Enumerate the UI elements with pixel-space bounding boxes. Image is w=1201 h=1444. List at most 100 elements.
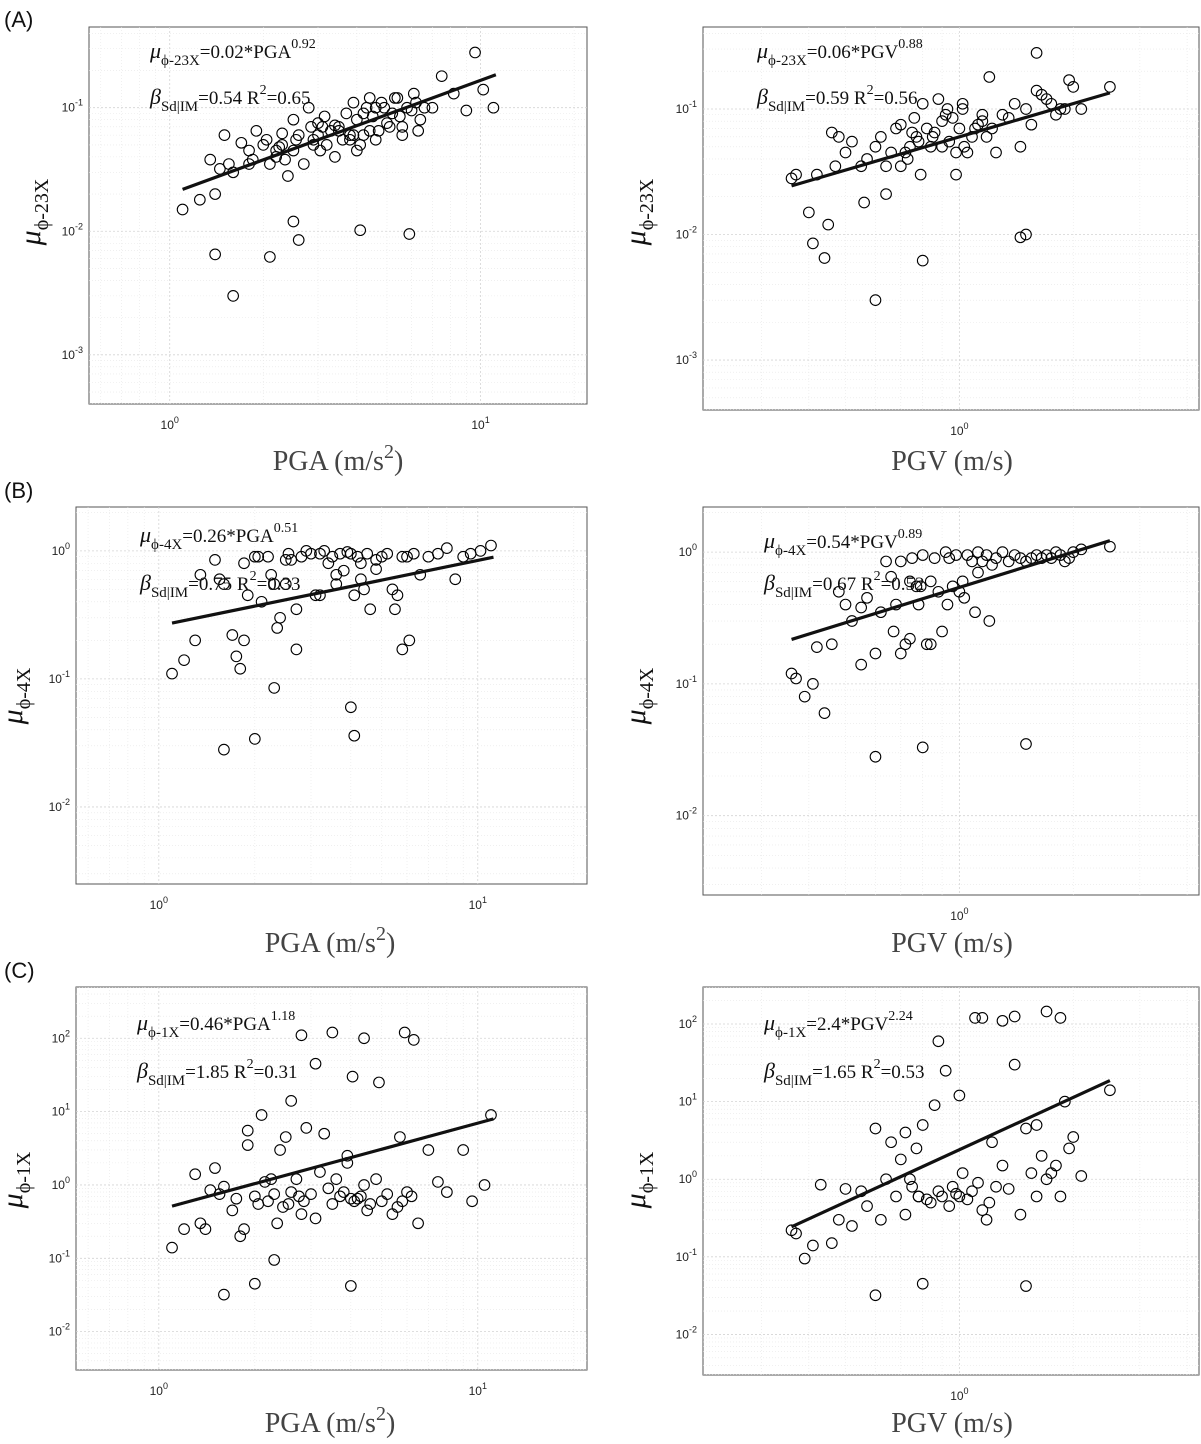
data-point: [1035, 1150, 1048, 1162]
data-point: [839, 598, 852, 611]
data-point: [268, 1254, 281, 1266]
data-point: [355, 557, 367, 570]
data-point: [370, 1173, 382, 1186]
data-point: [381, 1188, 394, 1200]
data-point: [441, 542, 453, 554]
data-point: [363, 124, 376, 137]
data-point: [932, 93, 945, 105]
data-point: [396, 1195, 409, 1208]
data-point: [1014, 1208, 1027, 1221]
plot-area: [75, 506, 588, 885]
data-point: [318, 110, 331, 123]
data-point: [950, 168, 962, 181]
data-point: [255, 1109, 268, 1121]
data-point: [176, 203, 189, 216]
data-point: [346, 1070, 359, 1083]
data-point: [226, 1204, 239, 1217]
fit-line: [182, 73, 497, 191]
data-point: [305, 1188, 317, 1200]
data-point: [890, 1190, 902, 1203]
data-point: [407, 87, 420, 100]
data-point: [1020, 103, 1032, 115]
data-point: [966, 1185, 978, 1198]
data-point: [194, 568, 207, 581]
data-point: [1030, 1190, 1043, 1203]
data-point: [330, 568, 343, 581]
data-point: [798, 690, 811, 703]
data-point: [398, 1026, 411, 1039]
data-point: [305, 121, 317, 133]
data-point: [378, 101, 391, 114]
data-point: [199, 1223, 212, 1235]
data-point: [218, 743, 230, 756]
data-point: [396, 550, 409, 563]
data-point: [340, 107, 353, 120]
data-point: [990, 1180, 1002, 1193]
data-point: [412, 1217, 424, 1230]
data-point: [1008, 1058, 1021, 1071]
data-point: [1067, 81, 1080, 93]
data-point: [412, 124, 425, 137]
fit-equation: μϕ-4X=0.54*PGV0.89: [763, 527, 922, 559]
data-point: [972, 546, 984, 558]
data-point: [1040, 1005, 1053, 1018]
data-point: [466, 1195, 478, 1208]
data-point: [209, 1162, 221, 1174]
data-point: [337, 1186, 350, 1198]
data-point: [1054, 1012, 1067, 1024]
data-point: [435, 70, 448, 83]
data-point: [969, 606, 981, 619]
data-point: [373, 1076, 385, 1089]
data-point: [956, 97, 969, 110]
data-point: [906, 1180, 918, 1193]
data-point: [248, 733, 261, 745]
plot-inner: [703, 507, 1199, 895]
data-point: [825, 126, 838, 139]
data-point: [869, 1122, 882, 1135]
data-point: [396, 643, 409, 656]
data-point: [790, 672, 802, 685]
data-point: [485, 539, 497, 552]
data-point: [939, 546, 952, 558]
data-point: [958, 140, 971, 153]
data-point: [1058, 1095, 1071, 1108]
fit-statistics: βSd|IM=0.67 R2=0.52: [763, 569, 925, 601]
data-point: [996, 546, 1009, 558]
data-point: [383, 121, 396, 133]
data-point: [953, 1190, 966, 1203]
data-point: [924, 1196, 937, 1209]
data-point: [855, 658, 868, 671]
data-point: [980, 1213, 993, 1226]
plot-inner: [703, 987, 1199, 1375]
data-point: [268, 1188, 281, 1200]
data-point: [318, 544, 331, 557]
data-point: [351, 144, 363, 157]
data-point: [1008, 97, 1021, 110]
data-point: [330, 1173, 343, 1186]
y-tick-label: 100: [52, 541, 70, 558]
data-point: [209, 554, 221, 566]
data-point: [1020, 228, 1032, 241]
data-point: [986, 559, 998, 571]
data-point: [348, 589, 361, 602]
data-point: [885, 570, 897, 583]
data-point: [381, 117, 393, 129]
data-point: [832, 1213, 845, 1226]
y-tick-label: 101: [52, 1102, 70, 1119]
y-tick-label: 10-3: [676, 350, 697, 367]
data-point: [941, 598, 954, 611]
data-point: [953, 122, 966, 135]
data-point: [290, 603, 303, 616]
data-point: [869, 1289, 882, 1302]
x-tick-label: 100: [950, 1386, 968, 1403]
data-point: [916, 254, 929, 267]
data-point: [914, 168, 927, 181]
data-point: [361, 547, 374, 560]
data-point: [405, 1190, 418, 1203]
data-point: [279, 153, 291, 166]
data-point: [1030, 47, 1043, 59]
data-point: [832, 130, 845, 143]
panel-label: (C): [4, 958, 35, 983]
data-point: [234, 662, 247, 675]
data-point: [839, 146, 852, 159]
